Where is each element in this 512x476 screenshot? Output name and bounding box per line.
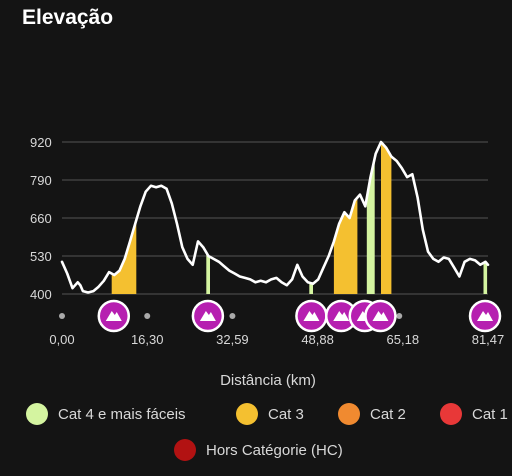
legend-label-cat4: Cat 4 e mais fáceis <box>58 405 186 423</box>
legend-item-cat4[interactable]: Cat 4 e mais fáceis <box>26 403 186 425</box>
x-axis-ticks: 0,00 16,30 32,59 48,88 65,18 81,47 <box>49 332 504 347</box>
climb-segment-0 <box>111 220 137 294</box>
legend-item-cat3[interactable]: Cat 3 <box>236 403 304 425</box>
axis-dot-2 <box>229 313 236 319</box>
mountain-icon <box>333 311 350 321</box>
climb-markers[interactable] <box>97 299 502 333</box>
climb-segment-2 <box>309 282 313 294</box>
x-axis-title: Distância (km) <box>220 372 316 389</box>
x-tick-label: 16,30 <box>131 332 164 347</box>
legend-swatch-hc <box>174 439 196 461</box>
climb-marker-1[interactable] <box>191 299 225 333</box>
mountain-icon <box>105 311 122 321</box>
climb-segment-6 <box>483 261 488 294</box>
axis-dot-3 <box>396 313 403 319</box>
x-tick-label: 0,00 <box>49 332 74 347</box>
climb-marker-5[interactable] <box>364 299 397 333</box>
climb-marker-2[interactable] <box>295 299 328 333</box>
legend-swatch-cat1 <box>440 403 462 425</box>
legend-swatch-cat4 <box>26 403 48 425</box>
grid-lines <box>62 141 488 295</box>
elevation-line <box>60 140 490 294</box>
mountain-icon <box>477 311 494 321</box>
legend-swatch-cat2 <box>338 403 360 425</box>
page-title: Elevação <box>22 6 114 29</box>
legend-item-cat2[interactable]: Cat 2 <box>338 403 406 425</box>
y-tick-label: 530 <box>30 249 52 264</box>
legend-label-cat2: Cat 2 <box>370 405 406 423</box>
legend-item-cat1[interactable]: Cat 1 <box>440 403 508 425</box>
legend-item-hc[interactable]: Hors Catégorie (HC) <box>174 439 343 461</box>
y-tick-label: 660 <box>30 211 52 226</box>
y-tick-label: 400 <box>30 287 52 302</box>
x-tick-label: 65,18 <box>387 332 420 347</box>
legend-label-hc: Hors Catégorie (HC) <box>206 441 343 459</box>
x-tick-label: 81,47 <box>472 332 505 347</box>
climb-segment-3 <box>333 197 358 294</box>
climb-segment-5 <box>381 142 392 294</box>
axis-dot-1 <box>144 313 151 319</box>
legend-label-cat3: Cat 3 <box>268 405 304 423</box>
mountain-icon <box>303 311 320 321</box>
x-tick-label: 48,88 <box>301 332 334 347</box>
axis-dot-0 <box>59 313 65 319</box>
axis-dots <box>59 313 403 319</box>
legend-swatch-cat3 <box>236 403 258 425</box>
elevation-chart[interactable]: 400 530 660 790 920 0,00 16,30 32,59 48,88 65,18… <box>0 0 512 372</box>
climb-marker-6[interactable] <box>468 299 502 333</box>
y-tick-label: 920 <box>30 135 52 150</box>
climb-marker-0[interactable] <box>97 299 131 333</box>
x-tick-label: 32,59 <box>216 332 249 347</box>
legend-label-cat1: Cat 1 <box>472 405 508 423</box>
y-axis-ticks: 400 530 660 790 920 <box>30 135 52 302</box>
climb-segment-1 <box>206 252 210 294</box>
y-tick-label: 790 <box>30 173 52 188</box>
elevation-line-group <box>60 140 490 294</box>
mountain-icon <box>199 311 216 321</box>
mountain-icon <box>372 311 389 321</box>
